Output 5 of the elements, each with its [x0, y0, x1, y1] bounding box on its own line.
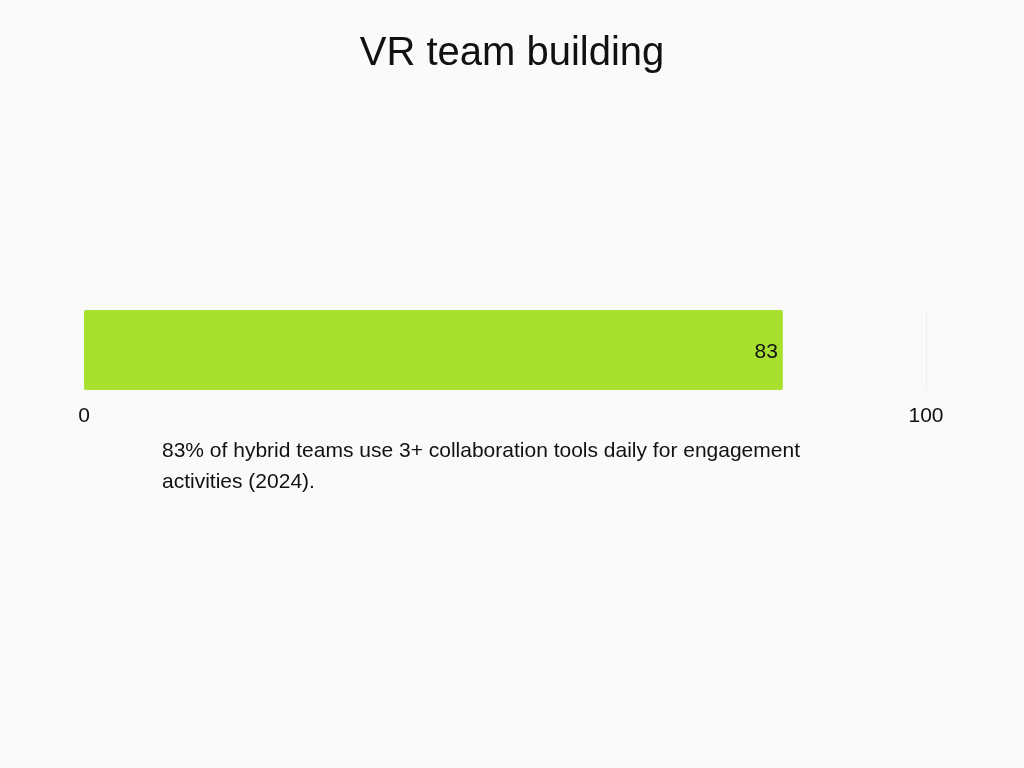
data-label: 83 [754, 338, 778, 362]
chart-title: VR team building [359, 29, 665, 73]
x-tick-label: 100 [908, 403, 944, 426]
x-tick-label: 0 [78, 403, 90, 426]
text: 83% of hybrid teams use 3+ collaboration tools daily for engagement activities (2024). [162, 438, 806, 492]
